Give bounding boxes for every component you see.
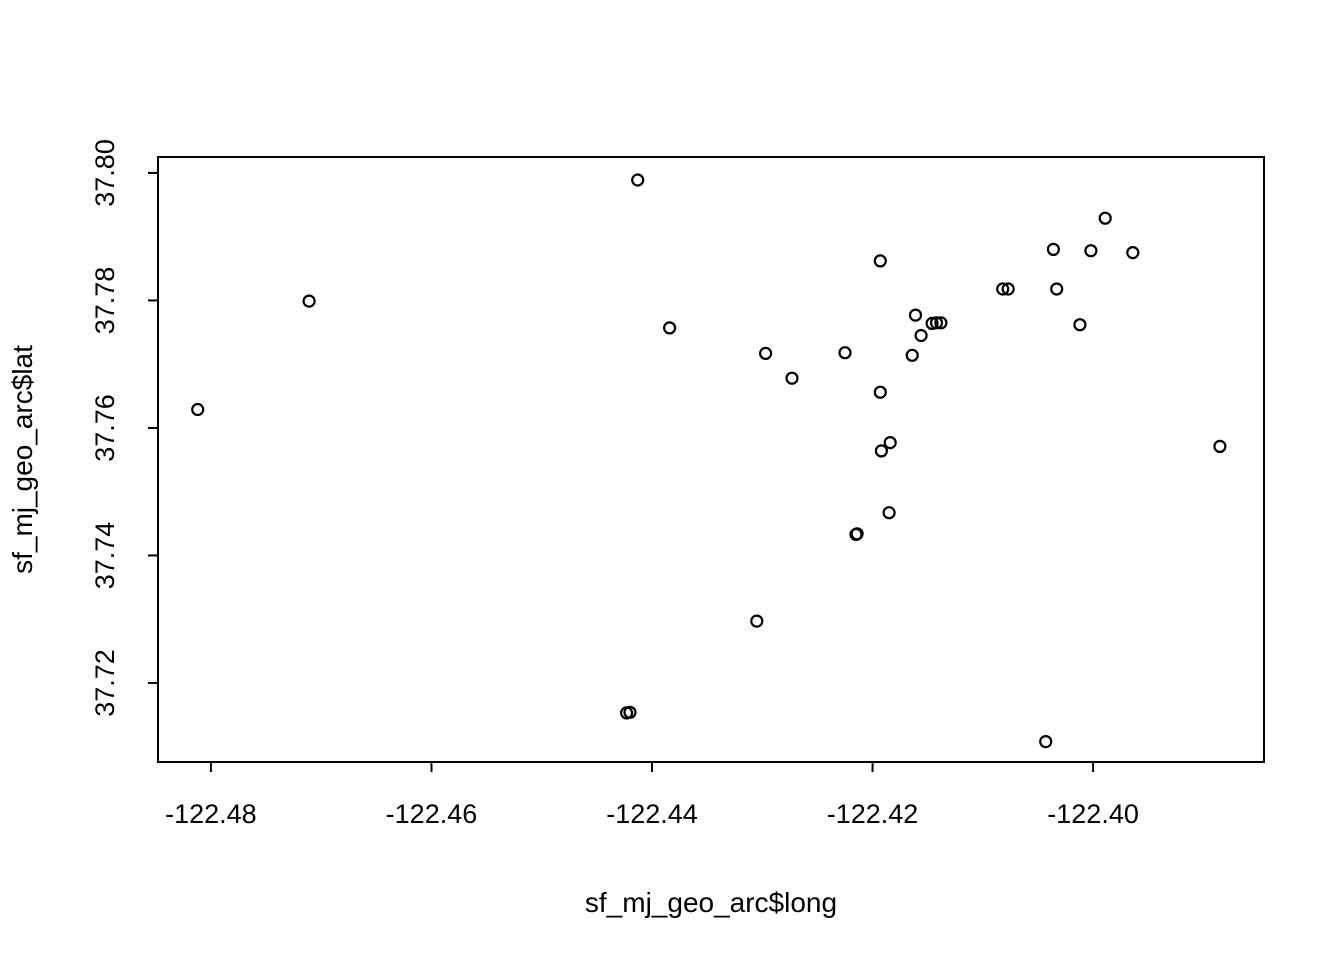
data-point — [929, 316, 944, 330]
data-point — [934, 316, 948, 330]
x-tick-label: -122.48 — [165, 799, 257, 829]
y-tick-label: 37.74 — [90, 522, 120, 590]
data-point — [1126, 246, 1140, 260]
x-tick-label: -122.40 — [1047, 799, 1139, 829]
plot-box — [157, 156, 1265, 763]
data-point — [996, 282, 1010, 296]
data-point — [914, 328, 928, 343]
x-tick-label: -122.42 — [827, 799, 919, 829]
data-point — [1073, 318, 1087, 332]
data-point — [631, 173, 645, 187]
data-point — [758, 346, 773, 360]
data-point — [623, 705, 637, 719]
data-point — [1084, 244, 1098, 258]
data-point — [191, 402, 205, 417]
y-tick-label: 37.78 — [90, 267, 120, 335]
data-point — [302, 294, 316, 308]
x-tick-label: -122.46 — [386, 799, 478, 829]
data-point — [873, 254, 887, 268]
y-axis-title: sf_mj_geo_arc$lat — [7, 345, 38, 574]
data-point — [1098, 211, 1112, 225]
data-point — [908, 308, 923, 322]
x-axis-title: sf_mj_geo_arc$long — [585, 887, 837, 918]
data-point — [1046, 242, 1061, 256]
data-point — [750, 614, 764, 628]
data-point — [1050, 282, 1064, 296]
data-point — [873, 385, 887, 399]
y-tick-label: 37.76 — [90, 394, 120, 462]
data-point — [1001, 282, 1015, 296]
data-point — [905, 348, 919, 362]
data-point — [1213, 439, 1227, 453]
data-point — [785, 371, 799, 385]
y-tick-label: 37.80 — [90, 139, 120, 207]
x-tick-label: -122.44 — [606, 799, 698, 829]
y-tick-label: 37.72 — [90, 649, 120, 717]
data-point — [849, 527, 863, 542]
data-point — [838, 346, 852, 360]
data-point — [874, 444, 889, 458]
data-point — [662, 321, 677, 335]
data-point — [882, 506, 896, 520]
data-point — [883, 436, 897, 450]
data-point — [1039, 734, 1053, 749]
